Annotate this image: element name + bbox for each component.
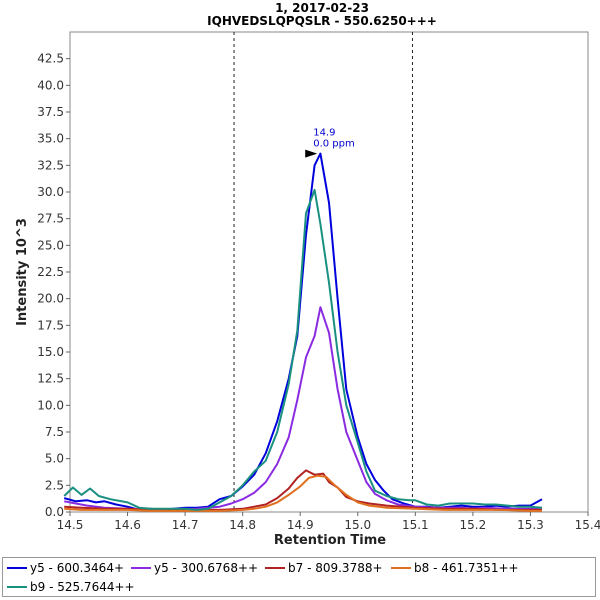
y-tick-label: 15.0 bbox=[37, 345, 64, 359]
legend-swatch bbox=[265, 567, 285, 569]
peak-annotation-label: 14.9 bbox=[313, 128, 335, 139]
legend-label: y5 - 300.6768++ bbox=[154, 561, 259, 575]
y-tick-label: 37.5 bbox=[37, 105, 64, 119]
series-line-5 bbox=[63, 188, 543, 511]
legend-label: b8 - 461.7351++ bbox=[414, 561, 519, 575]
annotation-layer: 14.9 0.0 ppm bbox=[305, 128, 355, 158]
legend-swatch bbox=[391, 567, 411, 569]
y-tick-label: 42.5 bbox=[37, 52, 64, 66]
legend-item: y5 - 600.3464+ bbox=[7, 559, 124, 577]
chart-title: 1, 2017-02-23 bbox=[275, 1, 369, 15]
plot-frame bbox=[69, 31, 589, 513]
x-tick-label: 15.3 bbox=[517, 518, 544, 532]
legend-label: y5 - 600.3464+ bbox=[30, 561, 125, 575]
y-tick-label: 0.0 bbox=[45, 505, 64, 519]
y-tick-label: 30.0 bbox=[37, 185, 64, 199]
x-tick-label: 15.1 bbox=[402, 518, 429, 532]
peak-annotation-sublabel: 0.0 ppm bbox=[313, 139, 355, 150]
series-layer bbox=[63, 152, 543, 512]
y-tick-label: 32.5 bbox=[37, 158, 64, 172]
y-tick-label: 5.0 bbox=[45, 452, 64, 466]
legend: y5 - 600.3464+ y5 - 300.6768++ b7 - 809.37… bbox=[2, 557, 596, 597]
y-tick-label: 25.0 bbox=[37, 238, 64, 252]
x-tick-label: 15.2 bbox=[460, 518, 487, 532]
plot-area: 0.0 2.5 5.0 7.5 10.0 12.5 15.0 17.5 20.0 22.5 25.0… bbox=[37, 31, 600, 532]
x-tick-label: 14.8 bbox=[229, 518, 256, 532]
legend-swatch bbox=[131, 567, 151, 569]
y-axis-label: Intensity 10^3 bbox=[15, 218, 30, 326]
chart-canvas: 1, 2017-02-23 IQHVEDSLQPQSLR - 550.6250+… bbox=[15, 1, 600, 548]
legend-item: b7 - 809.3788+ bbox=[265, 559, 383, 577]
y-tick-label: 2.5 bbox=[45, 478, 64, 492]
x-tick-label: 14.5 bbox=[57, 518, 84, 532]
peak-marker-arrow bbox=[305, 149, 318, 158]
x-tick-label: 15.0 bbox=[344, 518, 371, 532]
y-tick-label: 20.0 bbox=[37, 292, 64, 306]
legend-swatch bbox=[7, 586, 27, 588]
y-tick-label: 7.5 bbox=[45, 425, 64, 439]
x-tick-label: 14.7 bbox=[172, 518, 199, 532]
legend-swatch bbox=[7, 567, 27, 569]
y-tick-label: 40.0 bbox=[37, 78, 64, 92]
y-tick-label: 12.5 bbox=[37, 372, 64, 386]
series-line-4 bbox=[64, 474, 542, 512]
y-tick-label: 27.5 bbox=[37, 212, 64, 226]
chart-subtitle: IQHVEDSLQPQSLR - 550.6250+++ bbox=[207, 14, 437, 28]
y-tick-label: 35.0 bbox=[37, 132, 64, 146]
x-tick-label: 14.9 bbox=[287, 518, 314, 532]
x-tick-label: 14.6 bbox=[114, 518, 141, 532]
legend-item: b9 - 525.7644++ bbox=[7, 578, 135, 596]
y-tick-label: 22.5 bbox=[37, 265, 64, 279]
legend-label: b9 - 525.7644++ bbox=[30, 580, 135, 594]
y-tick-label: 17.5 bbox=[37, 318, 64, 332]
legend-item: y5 - 300.6768++ bbox=[131, 559, 258, 577]
legend-label: b7 - 809.3788+ bbox=[288, 561, 383, 575]
legend-item: b8 - 461.7351++ bbox=[391, 559, 519, 577]
x-tick-label: 15.4 bbox=[575, 518, 600, 532]
x-axis-label: Retention Time bbox=[274, 533, 386, 548]
y-tick-label: 10.0 bbox=[37, 398, 64, 412]
